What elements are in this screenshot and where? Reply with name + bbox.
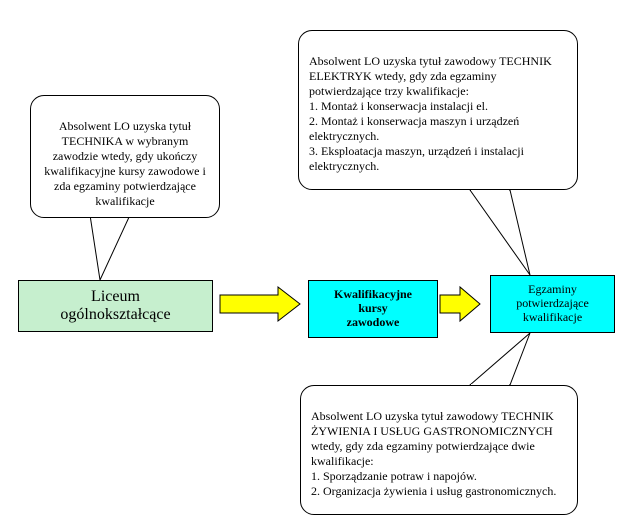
arrow — [440, 287, 480, 321]
arrow — [220, 287, 300, 321]
node-kursy: Kwalifikacyjne kursy zawodowe — [308, 280, 438, 338]
node-liceum: Liceum ogólnokształcące — [18, 280, 213, 332]
node-liceum-label: Liceum ogólnokształcące — [60, 288, 170, 325]
node-egzaminy: Egzaminy potwierdzające kwalifikacje — [490, 275, 615, 333]
arrows-layer — [0, 0, 634, 521]
node-kursy-label: Kwalifikacyjne kursy zawodowe — [334, 288, 412, 329]
node-egzaminy-label: Egzaminy potwierdzające kwalifikacje — [516, 283, 589, 324]
